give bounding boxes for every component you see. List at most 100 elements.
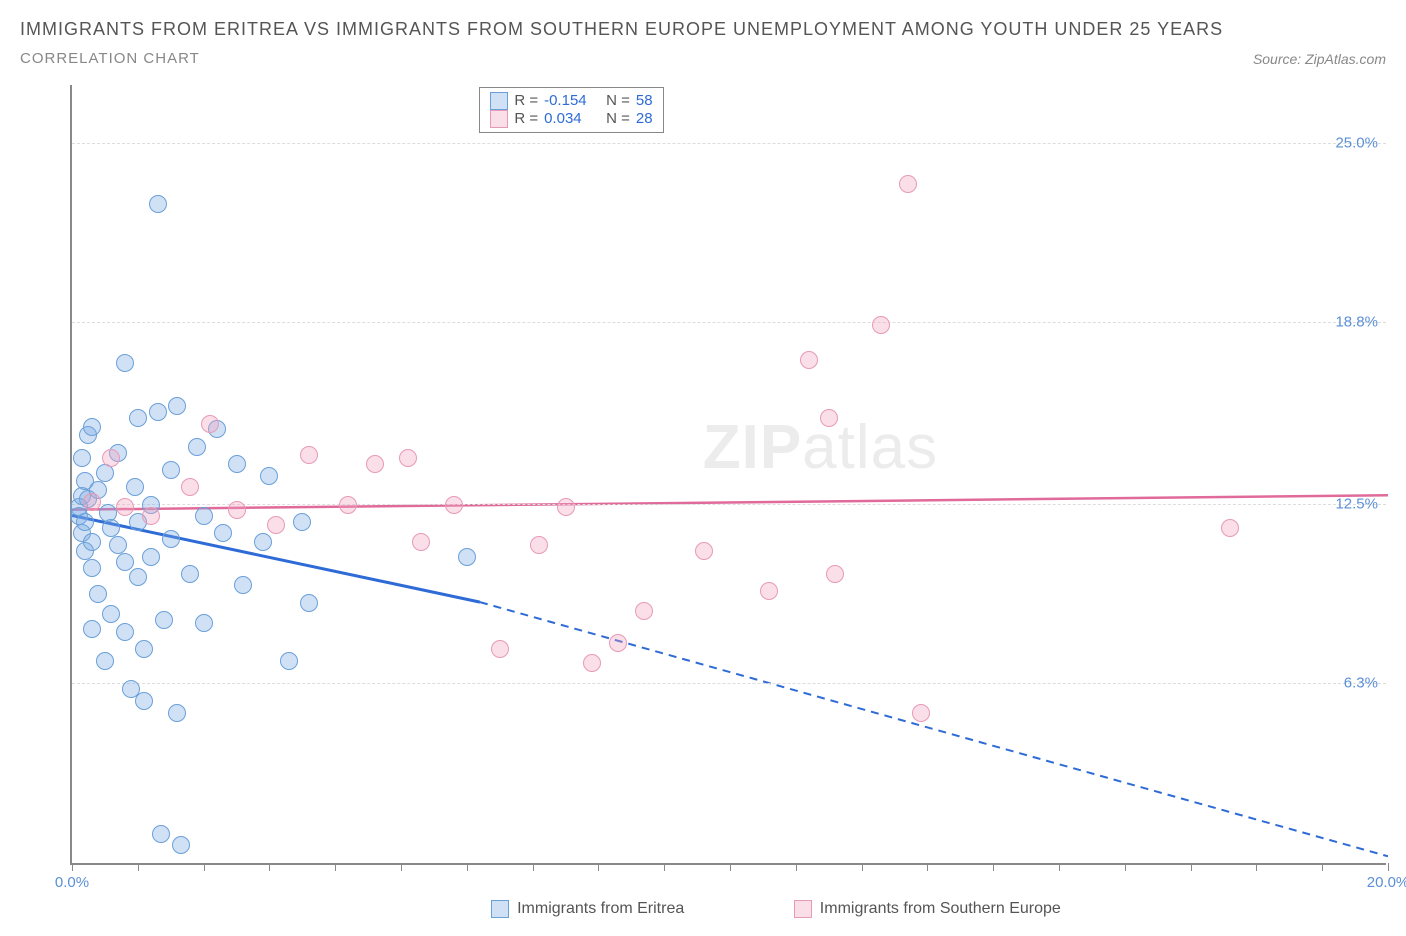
x-tick — [598, 863, 599, 871]
x-tick — [72, 863, 73, 871]
x-tick — [335, 863, 336, 871]
x-tick-label: 0.0% — [55, 874, 89, 891]
x-tick — [1191, 863, 1192, 871]
y-tick-label: 18.8% — [1335, 313, 1378, 330]
data-point-eritrea — [116, 553, 134, 571]
x-tick — [796, 863, 797, 871]
data-point-eritrea — [83, 620, 101, 638]
x-tick-label: 20.0% — [1367, 874, 1406, 891]
data-point-seurope — [366, 455, 384, 473]
data-point-seurope — [826, 565, 844, 583]
data-point-eritrea — [280, 652, 298, 670]
x-tick — [1322, 863, 1323, 871]
data-point-seurope — [760, 582, 778, 600]
data-point-eritrea — [195, 507, 213, 525]
data-point-eritrea — [162, 530, 180, 548]
data-point-eritrea — [149, 403, 167, 421]
data-point-seurope — [102, 449, 120, 467]
data-point-eritrea — [228, 455, 246, 473]
x-tick — [204, 863, 205, 871]
legend-row: R =0.034N =28 — [490, 110, 652, 128]
x-tick — [467, 863, 468, 871]
data-point-eritrea — [76, 513, 94, 531]
data-point-eritrea — [129, 409, 147, 427]
x-tick — [730, 863, 731, 871]
x-tick — [862, 863, 863, 871]
data-point-eritrea — [116, 623, 134, 641]
legend-row: R =-0.154N =58 — [490, 92, 652, 110]
data-point-eritrea — [152, 825, 170, 843]
data-point-seurope — [445, 496, 463, 514]
y-tick-label: 6.3% — [1344, 674, 1378, 691]
data-point-eritrea — [188, 438, 206, 456]
data-point-seurope — [583, 654, 601, 672]
y-tick-label: 12.5% — [1335, 495, 1378, 512]
chart-title: IMMIGRANTS FROM ERITREA VS IMMIGRANTS FR… — [20, 15, 1223, 44]
x-tick — [1125, 863, 1126, 871]
y-tick-label: 25.0% — [1335, 134, 1378, 151]
source-label: Source: ZipAtlas.com — [1253, 51, 1386, 67]
data-point-seurope — [116, 498, 134, 516]
data-point-seurope — [800, 351, 818, 369]
data-point-seurope — [300, 446, 318, 464]
data-point-eritrea — [168, 704, 186, 722]
data-point-seurope — [83, 493, 101, 511]
chart-subtitle: CORRELATION CHART — [20, 50, 1223, 67]
data-point-eritrea — [102, 519, 120, 537]
data-point-eritrea — [83, 559, 101, 577]
data-point-eritrea — [293, 513, 311, 531]
data-point-seurope — [201, 415, 219, 433]
data-point-seurope — [912, 704, 930, 722]
x-tick — [1256, 863, 1257, 871]
data-point-eritrea — [96, 652, 114, 670]
data-point-seurope — [530, 536, 548, 554]
data-point-eritrea — [73, 449, 91, 467]
data-point-eritrea — [135, 640, 153, 658]
data-point-eritrea — [149, 195, 167, 213]
scatter-plot: ZIPatlas R =-0.154N =58R =0.034N =28 6.3… — [70, 85, 1386, 865]
data-point-eritrea — [458, 548, 476, 566]
data-point-seurope — [228, 501, 246, 519]
data-point-seurope — [339, 496, 357, 514]
gridline — [72, 143, 1386, 144]
data-point-eritrea — [195, 614, 213, 632]
data-point-eritrea — [116, 354, 134, 372]
data-point-eritrea — [83, 533, 101, 551]
data-point-eritrea — [142, 548, 160, 566]
data-point-eritrea — [214, 524, 232, 542]
x-tick — [269, 863, 270, 871]
data-point-eritrea — [300, 594, 318, 612]
x-tick — [533, 863, 534, 871]
data-point-seurope — [267, 516, 285, 534]
data-point-seurope — [635, 602, 653, 620]
data-point-seurope — [695, 542, 713, 560]
gridline — [72, 683, 1386, 684]
data-point-seurope — [491, 640, 509, 658]
x-tick — [927, 863, 928, 871]
x-tick — [664, 863, 665, 871]
series-legend: Immigrants from Eritrea Immigrants from S… — [70, 897, 1386, 921]
data-point-eritrea — [83, 418, 101, 436]
data-point-eritrea — [162, 461, 180, 479]
x-tick — [1388, 863, 1389, 871]
x-tick — [1059, 863, 1060, 871]
data-point-eritrea — [102, 605, 120, 623]
data-point-eritrea — [168, 397, 186, 415]
data-point-seurope — [1221, 519, 1239, 537]
x-tick — [138, 863, 139, 871]
data-point-eritrea — [172, 836, 190, 854]
data-point-eritrea — [260, 467, 278, 485]
data-point-seurope — [899, 175, 917, 193]
gridline — [72, 322, 1386, 323]
data-point-seurope — [412, 533, 430, 551]
x-tick — [993, 863, 994, 871]
legend-item: Immigrants from Southern Europe — [794, 900, 1061, 918]
data-point-seurope — [399, 449, 417, 467]
data-point-eritrea — [135, 692, 153, 710]
x-tick — [401, 863, 402, 871]
data-point-seurope — [557, 498, 575, 516]
data-point-eritrea — [181, 565, 199, 583]
legend-item: Immigrants from Eritrea — [491, 900, 684, 918]
data-point-seurope — [142, 507, 160, 525]
data-point-seurope — [820, 409, 838, 427]
